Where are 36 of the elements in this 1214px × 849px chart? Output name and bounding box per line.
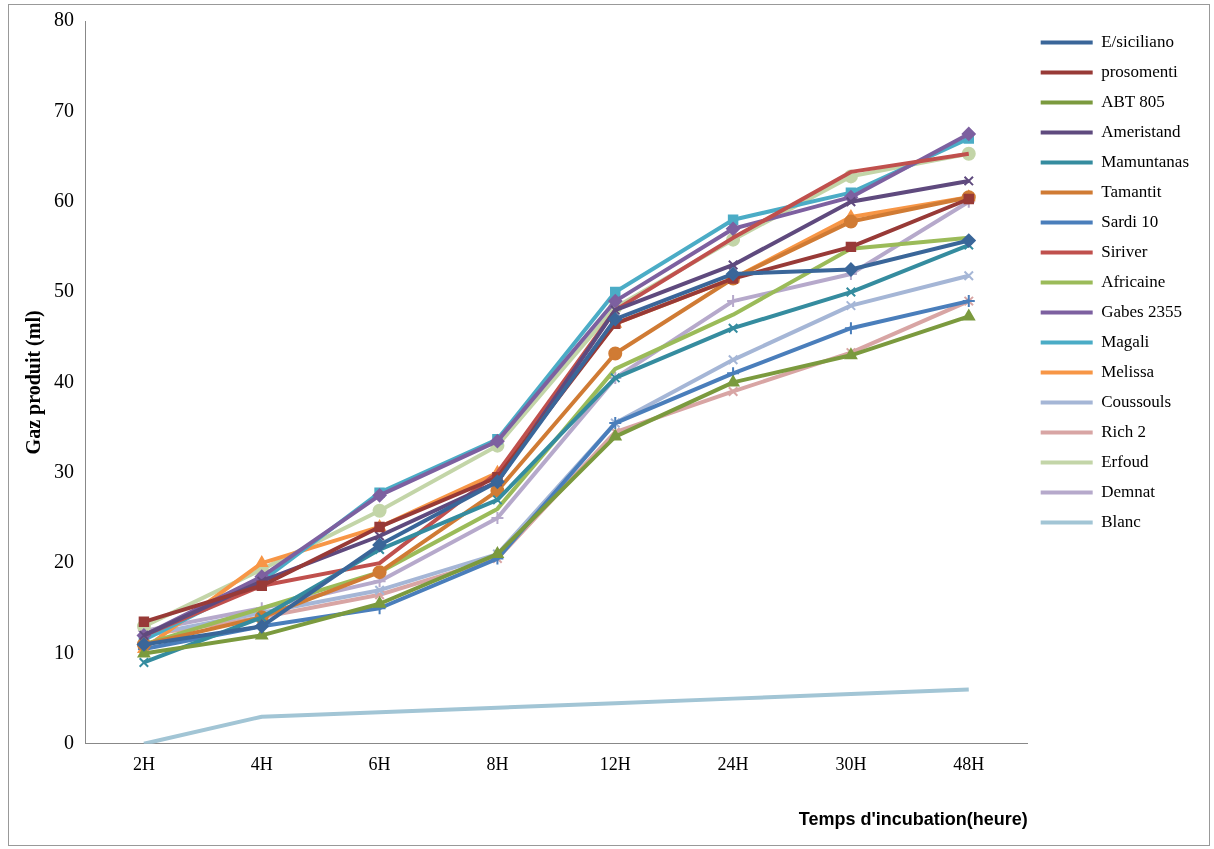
legend-label: Gabes 2355 bbox=[1101, 301, 1182, 321]
x-axis-title: Temps d'incubation(heure) bbox=[798, 809, 1028, 830]
x-tick-label: 2H bbox=[132, 754, 155, 775]
legend-label: Coussouls bbox=[1101, 391, 1172, 411]
x-tick-label: 12H bbox=[599, 754, 631, 775]
x-tick-label: 30H bbox=[835, 754, 867, 775]
x-tick-label: 24H bbox=[717, 754, 749, 775]
y-axis-title: Gaz produit (ml) bbox=[22, 310, 46, 455]
y-tick-label: 30 bbox=[54, 460, 74, 482]
legend-label: Siriver bbox=[1101, 241, 1148, 261]
legend-label: Mamuntanas bbox=[1101, 151, 1190, 171]
legend-label: Magali bbox=[1101, 331, 1150, 351]
y-tick-label: 60 bbox=[54, 188, 74, 211]
y-tick-label: 10 bbox=[54, 640, 74, 663]
y-tick-label: 50 bbox=[54, 279, 74, 302]
x-tick-label: 4H bbox=[250, 754, 273, 775]
legend-label: Sardi 10 bbox=[1101, 211, 1159, 231]
legend-label: Demnat bbox=[1101, 481, 1156, 501]
y-tick-label: 0 bbox=[64, 731, 74, 754]
legend-label: Africaine bbox=[1101, 271, 1166, 291]
legend-label: Ameristand bbox=[1101, 121, 1181, 141]
legend-label: Rich 2 bbox=[1101, 421, 1147, 441]
legend-label: Blanc bbox=[1101, 511, 1142, 531]
y-tick-label: 40 bbox=[54, 369, 74, 392]
x-tick-label: 8H bbox=[486, 754, 509, 775]
legend-label: Melissa bbox=[1101, 361, 1155, 381]
legend-label: Tamantit bbox=[1101, 181, 1162, 201]
legend-label: Erfoud bbox=[1101, 451, 1149, 471]
legend-label: ABT 805 bbox=[1101, 91, 1165, 111]
x-tick-label: 48H bbox=[953, 754, 985, 775]
x-tick-label: 6H bbox=[368, 754, 391, 775]
legend-label: E/siciliano bbox=[1101, 31, 1174, 51]
y-tick-label: 20 bbox=[54, 550, 74, 573]
y-tick-label: 70 bbox=[54, 98, 74, 121]
y-tick-label: 80 bbox=[54, 8, 74, 31]
legend-label: prosomenti bbox=[1101, 61, 1178, 81]
